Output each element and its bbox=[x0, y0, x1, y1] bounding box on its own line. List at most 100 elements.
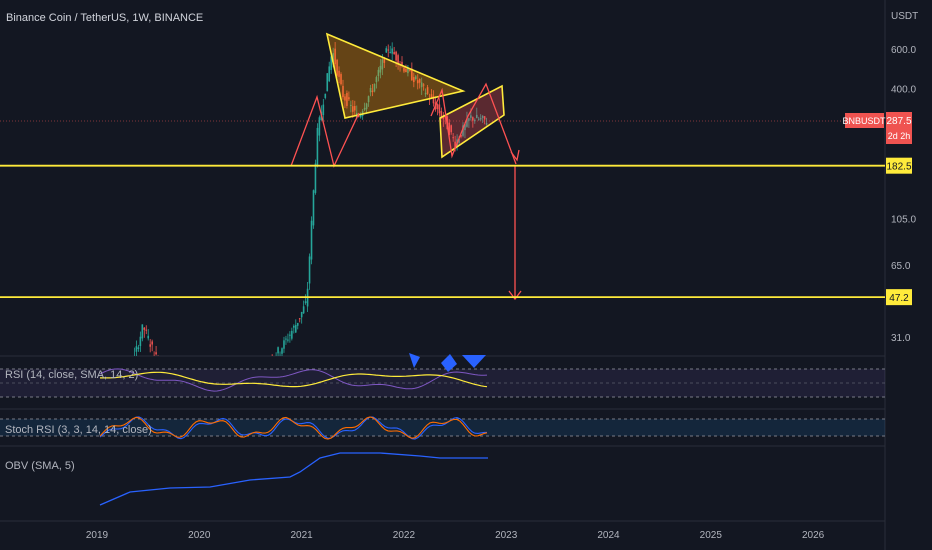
candle-body bbox=[285, 338, 287, 340]
candle-body bbox=[289, 334, 291, 336]
target-arrow-head bbox=[508, 290, 522, 301]
candle-body bbox=[137, 347, 140, 350]
candle-body bbox=[391, 48, 393, 54]
candle-body bbox=[369, 87, 372, 93]
candle-body bbox=[324, 93, 327, 98]
candle-body bbox=[314, 163, 317, 193]
candle-body bbox=[426, 87, 429, 94]
candle-body bbox=[283, 340, 285, 349]
candle-body bbox=[462, 125, 464, 136]
candle-body bbox=[475, 114, 478, 119]
candle-body bbox=[330, 56, 332, 70]
time-tick-label: 2021 bbox=[290, 530, 313, 541]
candle-body bbox=[298, 318, 301, 320]
level-label-bg bbox=[886, 289, 912, 306]
candle-body bbox=[377, 69, 380, 77]
price-tag-value: 287.5 bbox=[886, 116, 911, 127]
candle-body bbox=[375, 77, 378, 83]
candle-body bbox=[485, 123, 488, 125]
candle-body bbox=[348, 97, 350, 100]
candle-body bbox=[440, 110, 443, 118]
level-label-bg bbox=[886, 157, 912, 174]
candle-body bbox=[430, 94, 433, 99]
candle-body bbox=[316, 127, 319, 166]
price-tick-label: 400.0 bbox=[891, 84, 916, 95]
candle-body bbox=[438, 104, 441, 114]
candle-body bbox=[135, 346, 138, 352]
symbol-tag: BNBUSDT bbox=[842, 116, 886, 126]
candle-body bbox=[141, 324, 144, 339]
candle-body bbox=[149, 344, 151, 347]
candle-body bbox=[342, 85, 344, 98]
candle-body bbox=[387, 49, 390, 51]
candle-body bbox=[432, 96, 435, 104]
breakdown-arrow-head bbox=[510, 149, 520, 162]
rsi-sma-line bbox=[100, 371, 488, 388]
candle-body bbox=[318, 117, 321, 136]
candle-body bbox=[416, 80, 419, 84]
price-tag-bg bbox=[886, 112, 912, 144]
candle-body bbox=[367, 96, 370, 103]
rsi-label[interactable]: RSI (14, close, SMA, 14, 2) bbox=[5, 369, 139, 381]
candle-body bbox=[466, 118, 468, 127]
candle-body bbox=[381, 59, 384, 70]
candle-body bbox=[403, 67, 405, 72]
time-tick-label: 2022 bbox=[393, 530, 416, 541]
obv-label[interactable]: OBV (SMA, 5) bbox=[5, 460, 75, 472]
time-tick-label: 2024 bbox=[597, 530, 620, 541]
candle-body bbox=[334, 48, 336, 65]
candle-body bbox=[300, 311, 303, 318]
rsi-band bbox=[0, 369, 885, 397]
candle-body bbox=[389, 51, 392, 53]
candle-body bbox=[383, 57, 386, 63]
obv-line bbox=[99, 452, 488, 506]
candle-body bbox=[363, 107, 366, 110]
triangle-pattern bbox=[325, 32, 466, 119]
candle-body bbox=[310, 220, 313, 260]
price-tick-label: 105.0 bbox=[891, 214, 916, 225]
candle-body bbox=[411, 68, 413, 81]
candle-body bbox=[371, 90, 374, 92]
candle-body bbox=[385, 48, 388, 53]
candle-body bbox=[483, 116, 486, 120]
candle-body bbox=[379, 65, 382, 73]
candle-body bbox=[477, 118, 480, 120]
candle-body bbox=[346, 92, 348, 106]
axes-group: USDT 31.0 65.0 105.0 400.0 600.0 2019 2020 2021 2… bbox=[86, 11, 918, 541]
rsi-marker bbox=[462, 355, 486, 368]
stoch-rsi-label[interactable]: Stoch RSI (3, 3, 14, 14, close) bbox=[5, 424, 152, 436]
candle-body bbox=[338, 70, 340, 77]
pattern-group bbox=[290, 32, 522, 301]
price-axis-unit: USDT bbox=[891, 11, 918, 22]
head-shoulders-right bbox=[430, 82, 517, 165]
candle-body bbox=[474, 119, 476, 122]
chart-title: Binance Coin / TetherUS, 1W, BINANCE bbox=[6, 12, 204, 24]
price-tick-label: 31.0 bbox=[891, 333, 911, 344]
price-tag-countdown: 2d 2h bbox=[888, 131, 911, 141]
candle-body bbox=[365, 103, 368, 110]
candle-body bbox=[452, 137, 454, 139]
candle-body bbox=[145, 329, 148, 331]
candle-body bbox=[395, 51, 397, 61]
rsi-marker bbox=[409, 353, 420, 368]
candles-group bbox=[134, 42, 488, 356]
candle-body bbox=[424, 92, 427, 95]
level-label: 182.5 bbox=[886, 162, 911, 173]
candle-body bbox=[293, 325, 295, 328]
candle-body bbox=[326, 73, 329, 92]
candle-body bbox=[409, 70, 411, 72]
candle-body bbox=[352, 106, 354, 112]
candle-body bbox=[464, 124, 466, 131]
channel-pattern bbox=[439, 84, 505, 159]
candle-body bbox=[294, 325, 297, 333]
stoch-d-line bbox=[99, 416, 488, 440]
candle-body bbox=[454, 141, 456, 148]
indicators-group bbox=[99, 353, 488, 506]
candle-body bbox=[448, 122, 451, 136]
candle-body bbox=[350, 104, 352, 106]
rsi-marker bbox=[441, 354, 457, 372]
candle-body bbox=[281, 348, 283, 354]
candle-body bbox=[291, 330, 293, 339]
